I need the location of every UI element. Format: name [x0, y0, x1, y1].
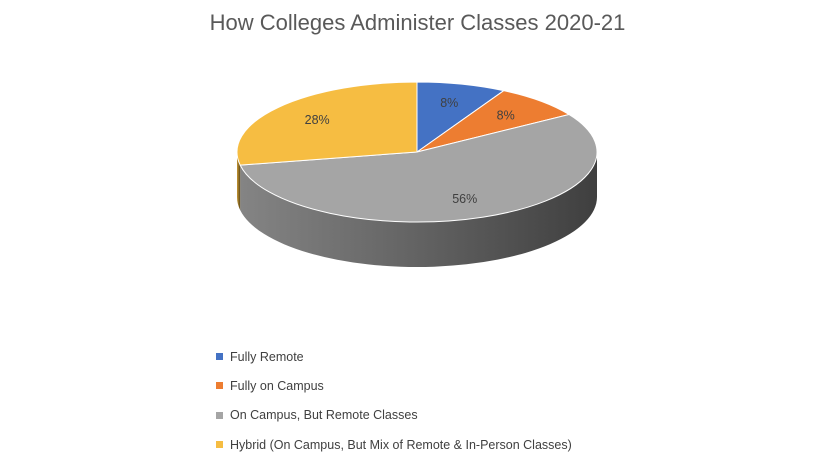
legend-label-fully-remote: Fully Remote — [230, 349, 304, 364]
legend-item-hybrid: Hybrid (On Campus, But Mix of Remote & I… — [216, 430, 572, 459]
legend-item-fully-remote: Fully Remote — [216, 342, 572, 371]
data-label-fully-on-campus: 8% — [497, 108, 515, 122]
pie-slice-on-campus-remote — [239, 113, 598, 223]
pie-labels: 8% 8% 56% 28% — [305, 96, 515, 206]
legend-label-fully-on-campus: Fully on Campus — [230, 378, 324, 393]
pie-slice-fully-on-campus — [416, 90, 571, 153]
pie-side-hybrid — [237, 152, 241, 211]
legend-swatch-fully-remote — [216, 353, 223, 361]
pie-slice-fully-remote — [416, 81, 505, 153]
legend-label-hybrid: Hybrid (On Campus, But Mix of Remote & I… — [230, 437, 572, 452]
pie-slice-hybrid — [236, 81, 418, 166]
chart-title: How Colleges Administer Classes 2020-21 — [209, 10, 626, 35]
pie-side-on-campus-remote — [240, 152, 597, 268]
data-label-fully-remote: 8% — [440, 96, 458, 110]
legend-swatch-hybrid — [216, 441, 223, 449]
data-label-on-campus-remote: 56% — [452, 192, 477, 206]
pie-tops — [236, 81, 598, 223]
legend-swatch-on-campus-remote — [216, 411, 223, 419]
legend-swatch-fully-on-campus — [216, 382, 223, 390]
legend-item-fully-on-campus: Fully on Campus — [216, 371, 572, 400]
data-label-hybrid: 28% — [305, 113, 330, 127]
legend-label-on-campus-remote: On Campus, But Remote Classes — [230, 408, 418, 423]
pie-sides — [237, 152, 597, 268]
legend: Fully Remote Fully on Campus On Campus, … — [216, 342, 572, 459]
legend-item-on-campus-remote: On Campus, But Remote Classes — [216, 401, 572, 430]
